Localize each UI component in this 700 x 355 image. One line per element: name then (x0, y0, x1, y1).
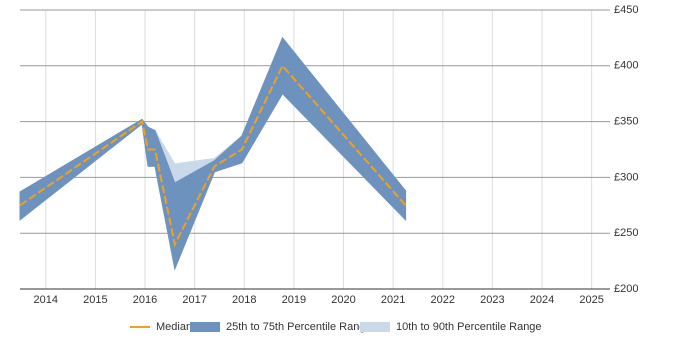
median-line (19, 64, 407, 248)
x-tick-label: 2015 (83, 294, 107, 306)
legend-swatch (360, 322, 390, 332)
y-tick-label: £400 (614, 60, 638, 72)
y-tick-label: £200 (614, 283, 638, 295)
y-tick-label: £450 (614, 4, 638, 16)
y-tick-label: £350 (614, 116, 638, 128)
legend-label: 25th to 75th Percentile Range (226, 321, 372, 333)
x-tick-label: 2020 (331, 294, 355, 306)
range-area (19, 36, 407, 271)
legend-label: 10th to 90th Percentile Range (396, 321, 542, 333)
legend-item: 25th to 75th Percentile Range (190, 321, 372, 333)
x-tick-label: 2019 (282, 294, 306, 306)
x-tick-label: 2014 (34, 294, 58, 306)
legend-swatch (190, 322, 220, 332)
x-tick-label: 2021 (381, 294, 405, 306)
x-tick-label: 2025 (579, 294, 603, 306)
legend-item: Median (130, 321, 192, 333)
x-tick-label: 2016 (133, 294, 157, 306)
x-tick-label: 2022 (431, 294, 455, 306)
legend-label: Median (156, 321, 192, 333)
y-tick-label: £250 (614, 227, 638, 239)
y-tick-label: £300 (614, 171, 638, 183)
x-tick-label: 2018 (232, 294, 256, 306)
x-tick-label: 2023 (480, 294, 504, 306)
x-tick-label: 2024 (530, 294, 554, 306)
legend-item: 10th to 90th Percentile Range (360, 321, 542, 333)
x-tick-label: 2017 (182, 294, 206, 306)
